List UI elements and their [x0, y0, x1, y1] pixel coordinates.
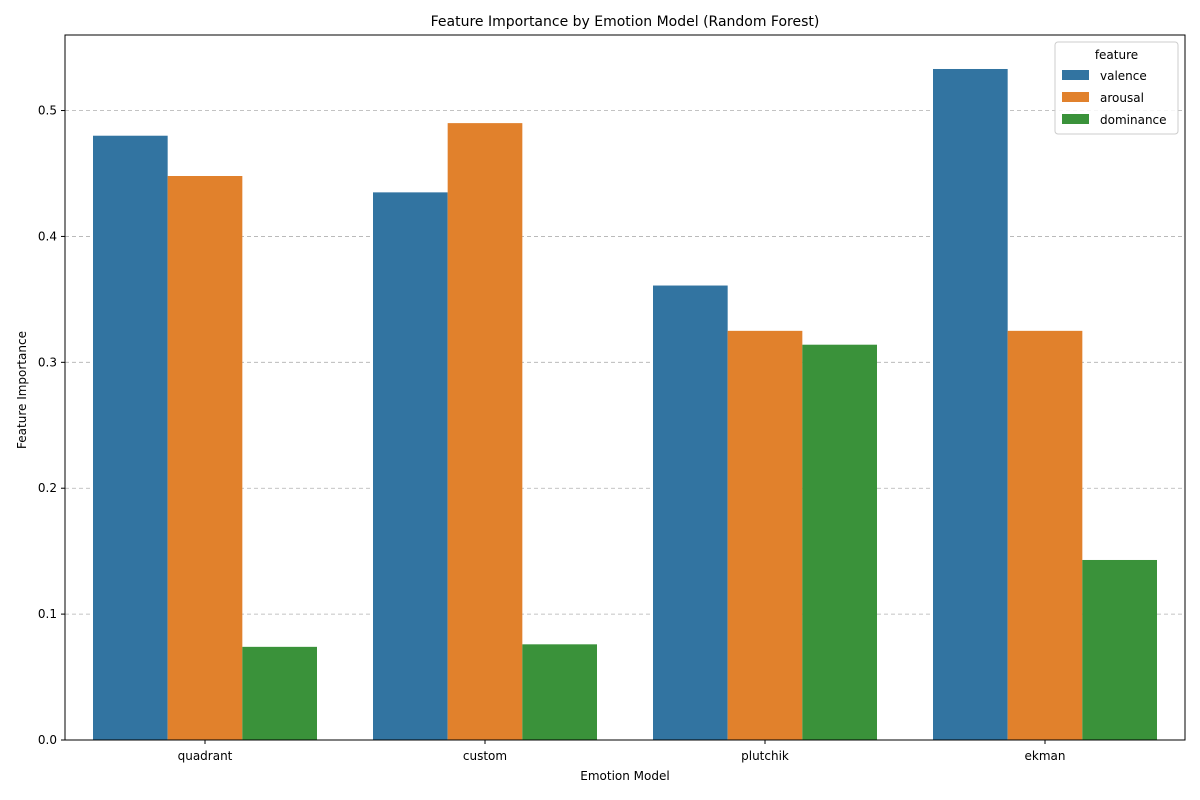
- legend-swatch-dominance: [1062, 114, 1089, 124]
- chart-title: Feature Importance by Emotion Model (Ran…: [431, 14, 820, 30]
- bar-ekman-arousal: [1007, 330, 1083, 740]
- y-tick-label: 0.1: [38, 607, 57, 621]
- y-tick-label: 0.4: [38, 229, 57, 243]
- x-tick-label: ekman: [1025, 749, 1066, 763]
- y-tick-label: 0.2: [38, 481, 57, 495]
- bar-plutchik-valence: [653, 285, 728, 740]
- x-axis-label: Emotion Model: [580, 769, 669, 783]
- legend-swatch-arousal: [1062, 92, 1089, 102]
- bar-plutchik-arousal: [727, 330, 803, 740]
- bar-quadrant-dominance: [242, 646, 317, 740]
- legend-label-arousal: arousal: [1100, 91, 1144, 105]
- bar-custom-valence: [373, 192, 448, 740]
- bars-layer: [93, 68, 1157, 740]
- y-tick-label: 0.0: [38, 733, 57, 747]
- legend-swatch-valence: [1062, 70, 1089, 80]
- bar-quadrant-arousal: [167, 176, 243, 740]
- plot-frame: [64, 34, 1186, 741]
- bar-ekman-dominance: [1082, 559, 1157, 740]
- bar-plutchik-dominance: [802, 344, 877, 740]
- y-tick-label: 0.5: [38, 104, 57, 118]
- legend-label-valence: valence: [1100, 69, 1147, 83]
- x-tick-label: custom: [463, 749, 507, 763]
- y-tick-label: 0.3: [38, 355, 57, 369]
- legend-label-dominance: dominance: [1100, 113, 1167, 127]
- x-tick-label: quadrant: [178, 749, 233, 763]
- bar-quadrant-valence: [93, 135, 168, 740]
- legend-title: feature: [1095, 48, 1138, 62]
- axes-layer: 0.0 0.1 0.2 0.3 0.4 0.5 quadrant custom plutchik…: [38, 34, 1186, 763]
- legend-box: [1054, 41, 1179, 135]
- bar-ekman-valence: [933, 68, 1008, 740]
- bar-custom-dominance: [522, 644, 597, 740]
- y-axis-label: Feature Importance: [15, 331, 29, 449]
- bar-custom-arousal: [447, 123, 523, 740]
- x-tick-label: plutchik: [741, 749, 789, 763]
- legend: feature valence arousal dominance: [1054, 41, 1179, 135]
